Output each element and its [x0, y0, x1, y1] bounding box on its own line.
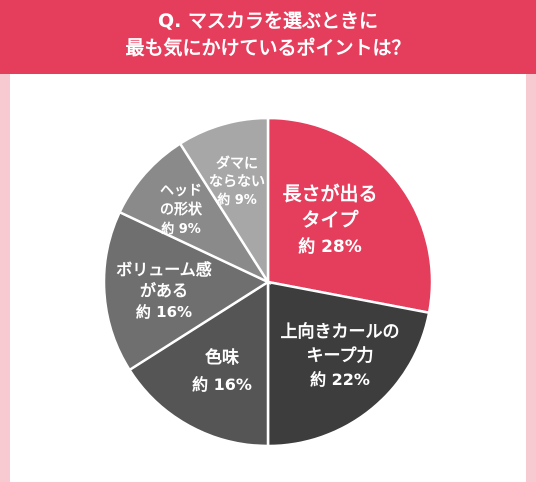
slice-1-value-label: 約 28% [298, 236, 362, 257]
slice-6-label-line-2: ならない [209, 174, 265, 190]
slice-1-label-line-1: 長さが出る [282, 182, 377, 205]
slice-5-label-line-2: の形状 [160, 201, 203, 218]
slice-4-value-label: 約 16% [136, 303, 192, 321]
slice-6-value-label: 約 9% [217, 192, 257, 208]
slice-1-label-line-2: タイプ [301, 208, 359, 231]
slice-5-label-line-1: ヘッド [160, 183, 202, 199]
slice-4-label-line-2: がある [140, 281, 188, 300]
pie-slice-4 [102, 210, 271, 372]
slice-2-value-label: 約 22% [310, 370, 370, 389]
pie-slice-3 [127, 279, 270, 448]
slice-label-3: 色味約 16% [192, 347, 252, 394]
pie-slice-5 [117, 141, 272, 285]
slice-5-value-label: 約 9% [161, 221, 201, 237]
question-header [0, 0, 536, 74]
slice-2-label-line-2: キープ力 [307, 345, 374, 366]
chart-title: Q. マスカラを選ぶときに 最も気にかけているポイントは？ [0, 8, 536, 62]
slice-4-label-line-1: ボリューム感 [116, 260, 212, 279]
slice-3-label-line-1: 色味 [205, 347, 239, 368]
pie-slice-6 [178, 116, 270, 287]
title-line-2: 最も気にかけているポイントは？ [125, 37, 411, 59]
pie-slice-1 [266, 116, 434, 315]
slice-6-label-line-1: ダマに [216, 155, 258, 172]
slice-2-label-line-1: 上向きカールの [281, 321, 400, 342]
slice-3-value-label: 約 16% [192, 375, 252, 394]
pie-slice-2 [266, 280, 431, 448]
title-line-1: Q. マスカラを選ぶときに [158, 10, 378, 32]
